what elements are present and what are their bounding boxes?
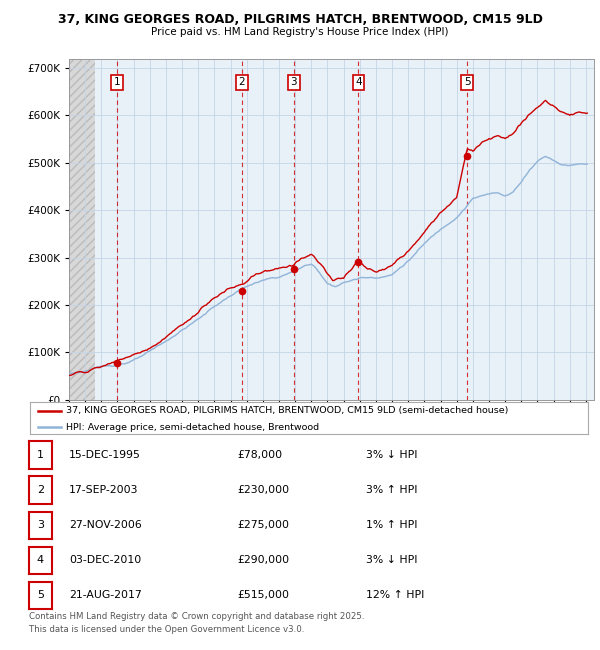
Text: Price paid vs. HM Land Registry's House Price Index (HPI): Price paid vs. HM Land Registry's House … xyxy=(151,27,449,37)
Text: 1: 1 xyxy=(37,450,44,460)
Text: 3% ↑ HPI: 3% ↑ HPI xyxy=(366,485,418,495)
Bar xyxy=(69,58,95,400)
Text: 3% ↓ HPI: 3% ↓ HPI xyxy=(366,450,418,460)
Text: 17-SEP-2003: 17-SEP-2003 xyxy=(69,485,139,495)
Text: 4: 4 xyxy=(355,77,362,87)
Text: £275,000: £275,000 xyxy=(237,520,289,530)
Text: 2: 2 xyxy=(239,77,245,87)
Text: £78,000: £78,000 xyxy=(237,450,282,460)
Text: 15-DEC-1995: 15-DEC-1995 xyxy=(69,450,141,460)
Text: 37, KING GEORGES ROAD, PILGRIMS HATCH, BRENTWOOD, CM15 9LD: 37, KING GEORGES ROAD, PILGRIMS HATCH, B… xyxy=(58,13,542,26)
Text: £230,000: £230,000 xyxy=(237,485,289,495)
Text: 3: 3 xyxy=(290,77,297,87)
Text: 5: 5 xyxy=(464,77,470,87)
Text: 03-DEC-2010: 03-DEC-2010 xyxy=(69,555,141,566)
Text: This data is licensed under the Open Government Licence v3.0.: This data is licensed under the Open Gov… xyxy=(29,625,304,634)
Text: 4: 4 xyxy=(37,555,44,566)
Text: 37, KING GEORGES ROAD, PILGRIMS HATCH, BRENTWOOD, CM15 9LD (semi-detached house): 37, KING GEORGES ROAD, PILGRIMS HATCH, B… xyxy=(66,406,509,415)
Text: HPI: Average price, semi-detached house, Brentwood: HPI: Average price, semi-detached house,… xyxy=(66,422,319,432)
Text: Contains HM Land Registry data © Crown copyright and database right 2025.: Contains HM Land Registry data © Crown c… xyxy=(29,612,364,621)
Text: £290,000: £290,000 xyxy=(237,555,289,566)
Text: 1: 1 xyxy=(113,77,120,87)
Text: 3: 3 xyxy=(37,520,44,530)
Text: 12% ↑ HPI: 12% ↑ HPI xyxy=(366,590,424,601)
Text: £515,000: £515,000 xyxy=(237,590,289,601)
Text: 5: 5 xyxy=(37,590,44,601)
Text: 27-NOV-2006: 27-NOV-2006 xyxy=(69,520,142,530)
Text: 2: 2 xyxy=(37,485,44,495)
Text: 3% ↓ HPI: 3% ↓ HPI xyxy=(366,555,418,566)
Text: 21-AUG-2017: 21-AUG-2017 xyxy=(69,590,142,601)
Text: 1% ↑ HPI: 1% ↑ HPI xyxy=(366,520,418,530)
